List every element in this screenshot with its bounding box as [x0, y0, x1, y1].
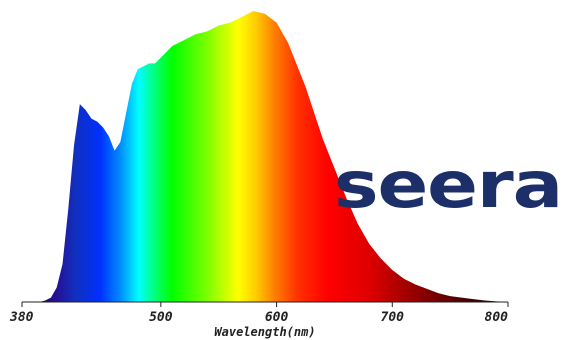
x-tick-label-600: 600 — [265, 310, 289, 325]
x-tick-label-380: 380 — [9, 310, 34, 325]
logo-wordmark: seera — [334, 149, 562, 223]
x-tick-label-700: 700 — [381, 310, 405, 325]
spectrum-area-0 — [22, 11, 508, 302]
seera-logo: seera — [334, 149, 563, 223]
x-axis-title: Wavelength(nm) — [214, 325, 315, 339]
x-axis: 380 500 600 700 800 — [9, 301, 509, 325]
x-tick-label-500: 500 — [149, 310, 173, 325]
spectrum-series — [22, 11, 508, 302]
x-tick-label-800: 800 — [485, 310, 509, 325]
